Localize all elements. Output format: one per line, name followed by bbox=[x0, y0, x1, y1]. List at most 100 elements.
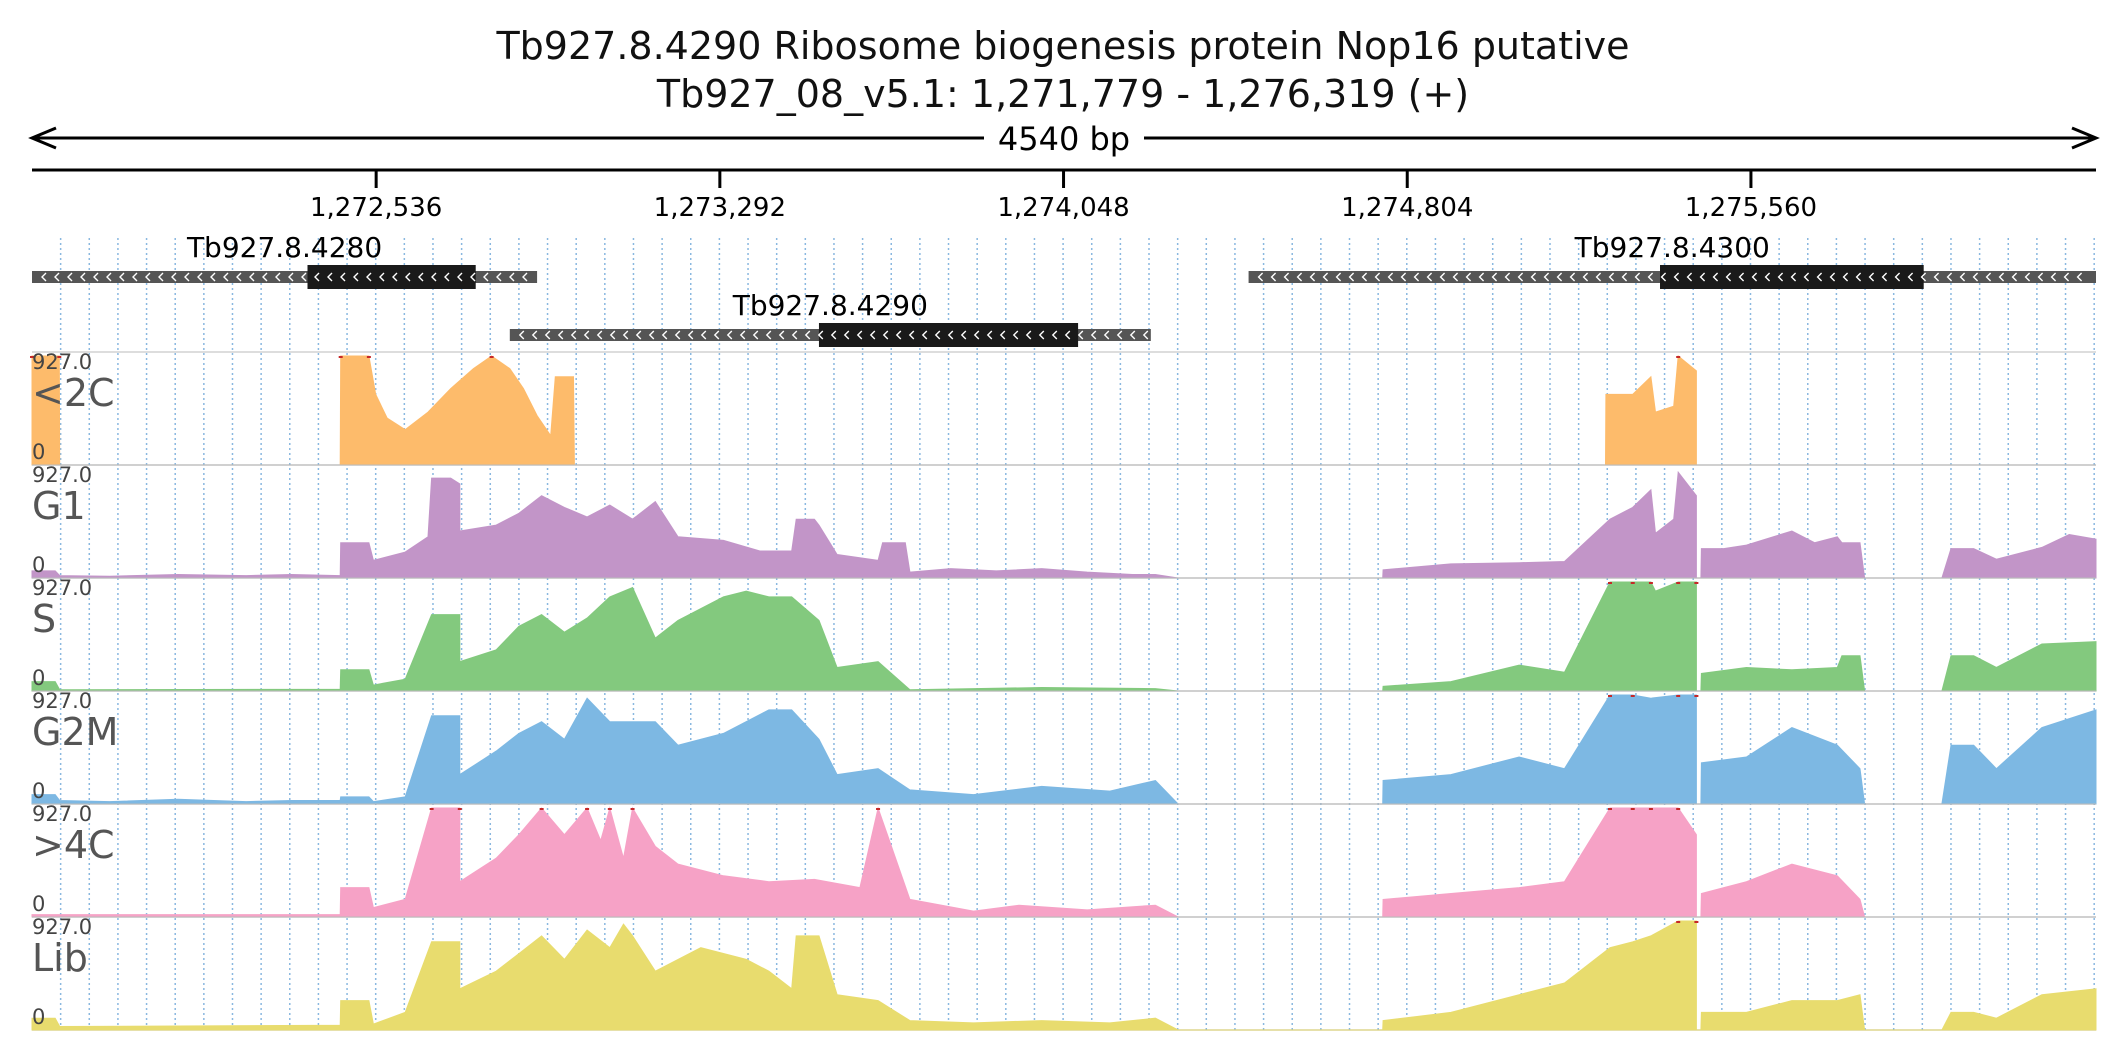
strand-chevron bbox=[1855, 272, 1862, 282]
strand-chevron bbox=[661, 330, 668, 340]
axis-tick-label: 1,275,560 bbox=[1685, 193, 1817, 223]
strand-chevron bbox=[947, 330, 954, 340]
strand-chevron bbox=[557, 330, 564, 340]
strand-chevron bbox=[1400, 272, 1407, 282]
strand-chevron bbox=[1894, 272, 1901, 282]
strand-chevron bbox=[145, 272, 151, 282]
strand-chevron bbox=[583, 330, 590, 340]
strand-chevron bbox=[1582, 272, 1589, 282]
clip-marker bbox=[489, 356, 494, 358]
strand-chevron bbox=[1283, 272, 1290, 282]
strand-chevron bbox=[804, 330, 811, 340]
axis-tick-label: 1,274,048 bbox=[997, 193, 1129, 223]
coverage-area bbox=[31, 470, 2097, 579]
gene-label: Tb927.8.4290 bbox=[732, 289, 928, 322]
strand-chevron bbox=[496, 272, 502, 282]
strand-chevron bbox=[1413, 272, 1420, 282]
clip-marker bbox=[30, 356, 34, 358]
strand-chevron bbox=[1129, 330, 1136, 340]
clip-marker bbox=[1630, 695, 1635, 697]
strand-chevron bbox=[470, 272, 476, 282]
strand-chevron bbox=[999, 330, 1006, 340]
strand-chevron bbox=[340, 272, 346, 282]
strand-chevron bbox=[1077, 330, 1084, 340]
clip-marker bbox=[607, 808, 612, 810]
strand-chevron bbox=[1361, 272, 1368, 282]
strand-chevron bbox=[1090, 330, 1097, 340]
strand-chevron bbox=[1296, 272, 1303, 282]
strand-chevron bbox=[80, 272, 86, 282]
strand-chevron bbox=[739, 330, 746, 340]
strand-chevron bbox=[1920, 272, 1927, 282]
strand-chevron bbox=[713, 330, 720, 340]
track-min-label: 0 bbox=[32, 440, 45, 464]
track-name: G1 bbox=[32, 484, 86, 528]
strand-chevron bbox=[1803, 272, 1810, 282]
clip-marker bbox=[1648, 808, 1653, 810]
clip-marker bbox=[539, 808, 544, 810]
gene-cds-bar bbox=[307, 265, 476, 289]
gene-label: Tb927.8.4300 bbox=[1574, 231, 1770, 264]
strand-chevron bbox=[1426, 272, 1433, 282]
strand-chevron bbox=[1478, 272, 1485, 282]
strand-chevron bbox=[1517, 272, 1524, 282]
strand-chevron bbox=[1725, 272, 1732, 282]
strand-chevron bbox=[93, 272, 99, 282]
strand-chevron bbox=[2076, 272, 2083, 282]
strand-chevron bbox=[1868, 272, 1875, 282]
clip-marker bbox=[1608, 695, 1613, 697]
strand-chevron bbox=[817, 330, 824, 340]
track-S: 927.0S 0 bbox=[31, 576, 2097, 692]
strand-chevron bbox=[1972, 272, 1979, 282]
strand-chevron bbox=[1569, 272, 1576, 282]
track-max-label: 927.0 bbox=[32, 350, 92, 374]
strand-chevron bbox=[1647, 272, 1654, 282]
strand-chevron bbox=[1712, 272, 1719, 282]
strand-chevron bbox=[2011, 272, 2018, 282]
strand-chevron bbox=[1751, 272, 1758, 282]
clip-marker bbox=[1630, 582, 1635, 584]
clip-marker bbox=[1694, 921, 1699, 923]
coverage-area bbox=[31, 355, 1697, 466]
clip-marker bbox=[630, 808, 635, 810]
strand-chevron bbox=[1543, 272, 1550, 282]
gene-label: Tb927.8.4280 bbox=[186, 231, 382, 264]
span-arrow-right-head bbox=[2071, 126, 2100, 150]
track-max-label: 927.0 bbox=[32, 463, 92, 487]
strand-chevron bbox=[1116, 330, 1123, 340]
strand-chevron bbox=[132, 272, 138, 282]
strand-chevron bbox=[869, 330, 876, 340]
coverage-area bbox=[31, 920, 2097, 1031]
strand-chevron bbox=[1634, 272, 1641, 282]
clip-marker bbox=[1694, 695, 1699, 697]
track-max-label: 927.0 bbox=[32, 802, 92, 826]
strand-chevron bbox=[518, 330, 525, 340]
strand-chevron bbox=[67, 272, 73, 282]
strand-chevron bbox=[223, 272, 229, 282]
strand-chevron bbox=[1322, 272, 1329, 282]
strand-chevron bbox=[509, 272, 515, 282]
strand-chevron bbox=[1270, 272, 1277, 282]
clip-marker bbox=[585, 808, 590, 810]
strand-chevron bbox=[106, 272, 112, 282]
strand-chevrons bbox=[1257, 272, 2083, 282]
axis-tick-label: 1,272,536 bbox=[310, 193, 442, 223]
gene-Tb927-8-4280: Tb927.8.4280 bbox=[32, 231, 538, 289]
strand-chevrons bbox=[518, 330, 1149, 340]
strand-chevron bbox=[960, 330, 967, 340]
strand-chevron bbox=[1673, 272, 1680, 282]
track-min-label: 0 bbox=[32, 666, 45, 690]
strand-chevron bbox=[765, 330, 772, 340]
strand-chevron bbox=[119, 272, 125, 282]
strand-chevron bbox=[674, 330, 681, 340]
clip-marker bbox=[429, 808, 434, 810]
strand-chevron bbox=[1946, 272, 1953, 282]
strand-chevron bbox=[1816, 272, 1823, 282]
clip-marker bbox=[1676, 582, 1681, 584]
strand-chevron bbox=[1491, 272, 1498, 282]
strand-chevron bbox=[648, 330, 655, 340]
axis-tick-label: 1,273,292 bbox=[654, 193, 786, 223]
